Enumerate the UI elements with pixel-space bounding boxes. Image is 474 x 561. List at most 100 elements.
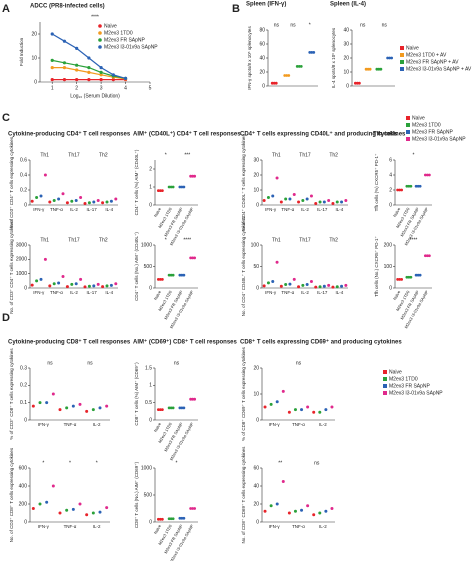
y-tick-label: 60 [253,465,259,471]
x-tick-label: TNF-α [281,207,294,212]
dot [45,401,49,405]
dot [331,202,335,205]
dot [318,200,322,204]
chart-title: Spleen (IL-4) [330,2,366,8]
x-tick-label: IFN-γ [38,524,50,529]
y-axis-label: Fold Induction [19,37,24,66]
dot [178,516,182,520]
y-tick-label: 10 [31,55,37,61]
annotation: ns [290,22,296,28]
dot [400,188,404,192]
dot [160,278,164,281]
dot [38,401,42,405]
dot [169,406,173,410]
dot [193,507,197,510]
x-tick-label: IFN-γ [33,290,45,295]
y-tick-label: 6 [389,157,392,163]
y-tick-label: 1 [149,184,152,190]
dot [79,196,83,199]
y-tick-label: 80 [259,27,265,33]
dot [171,517,175,521]
dot [96,282,100,286]
y-tick-label: 1000 [16,271,27,277]
legend-label: M2ex3 FR SApNP + AV [406,59,459,65]
dot [330,405,334,409]
y-tick-label: 2 [389,187,392,193]
x-tick-label: TNF-α [64,422,77,427]
dot [91,408,95,412]
dot [292,193,296,196]
dot [405,184,409,188]
x-tick-label: 3 [100,85,103,91]
x-tick-label: 4 [124,85,127,91]
dot [423,173,427,177]
annotation: ns [296,360,302,366]
y-axis-label: CD4⁺ T cells (No.) AIM⁺ (CD40L⁺) [134,232,139,301]
annotation: **** [183,237,191,243]
y-tick-label: 0.5 [145,400,152,406]
dot [61,275,65,279]
dot [275,260,279,264]
dot [191,256,195,260]
legend-swatch [406,116,410,120]
y-tick-label: 0 [262,83,265,89]
point [99,78,103,82]
annotation: ns [314,460,320,466]
dot [169,273,173,277]
dot [299,65,303,68]
dot [284,197,288,201]
y-tick-label: 40 [343,27,349,33]
dot [305,283,309,287]
dot [427,254,431,258]
dot [314,202,318,205]
dot [182,516,186,520]
dot [79,277,83,281]
legend-swatch [400,46,404,50]
y-axis-label: IL-4 spots/8 x 10⁵ splenocytes [331,27,336,88]
x-tick-label: TNF-α [292,524,305,529]
dot [92,200,96,204]
annotation: * [309,22,311,28]
legend-label: Naive [406,45,419,51]
y-tick-label: 100 [251,242,260,248]
dot [156,408,160,411]
legend-swatch [406,137,410,141]
dot [275,400,279,404]
y-tick-label: 100 [384,264,393,270]
dot [300,408,304,412]
point [99,73,103,77]
dot [160,189,164,193]
legend-label: Naive [104,23,117,29]
y-tick-label: 500 [144,492,153,498]
y-tick-label: 4 [389,172,392,178]
x-tick-label: Naive [153,289,163,301]
dot [114,197,118,201]
dot [293,509,297,513]
y-axis-label: No. of CD8⁺ CD69⁺ T cells expressing cyt… [241,446,246,544]
dot [425,173,429,177]
dot [87,201,91,205]
x-tick-label: IFN-γ [269,524,281,529]
x-tick-label: IL-2 [319,422,327,427]
dot [377,67,381,71]
y-tick-label: 40 [253,483,259,489]
y-axis-label: % of CD4⁺ CD40L⁺ T cells expressing cyto… [241,134,246,231]
y-tick-label: 1.5 [145,365,152,371]
dot [407,275,411,279]
point [62,78,67,82]
y-axis-label: % of CD8⁺ CD69⁺ T cells expressing cytok… [241,346,246,441]
legend-swatch [383,377,387,381]
point [99,66,103,70]
y-tick-label: 0 [24,417,27,423]
dot [318,410,322,414]
dot [275,176,279,180]
y-tick-label: 0 [149,285,152,291]
dot [169,185,173,189]
y-tick-label: 2000 [16,257,27,263]
dot [414,184,418,188]
chart-title: Cytokine-producing CD4⁺ T cell responses [8,131,131,138]
x-tick-label: Naive [153,421,163,433]
y-tick-label: 10 [343,69,349,75]
point [50,58,54,63]
